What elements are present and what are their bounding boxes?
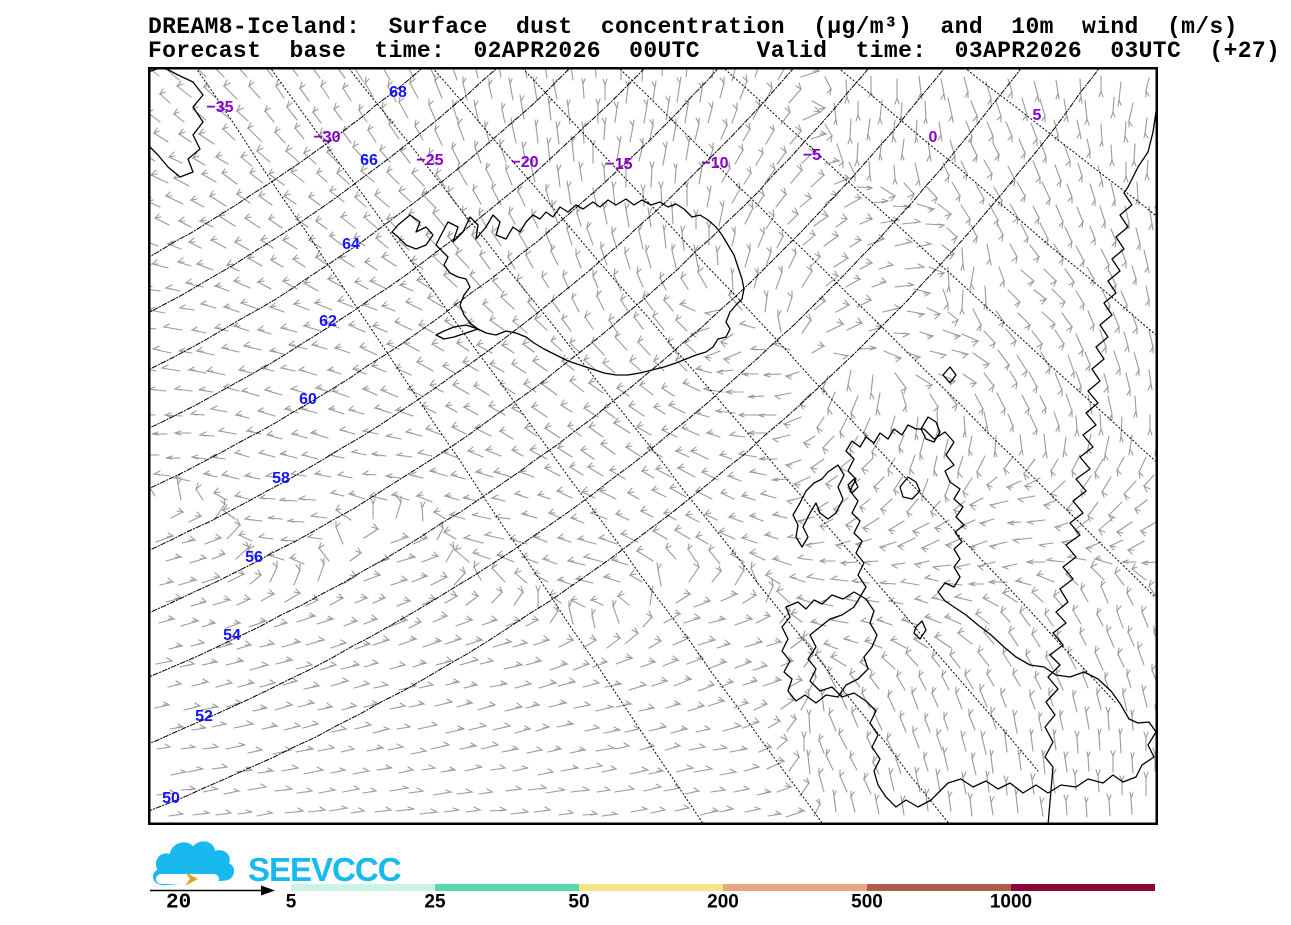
svg-text:5: 5 [286,892,297,913]
svg-text:5: 5 [1033,107,1042,124]
svg-text:60: 60 [299,391,317,408]
svg-text:−10: −10 [701,155,728,172]
svg-text:−30: −30 [313,129,340,146]
svg-text:52: 52 [195,708,213,725]
svg-text:50: 50 [162,790,180,807]
svg-text:25: 25 [424,892,446,913]
svg-text:−35: −35 [206,99,233,116]
svg-text:500: 500 [851,892,883,913]
svg-text:1000: 1000 [990,892,1032,913]
svg-text:−20: −20 [511,154,538,171]
svg-text:200: 200 [707,892,739,913]
svg-text:20: 20 [166,892,191,915]
svg-text:62: 62 [319,313,337,330]
svg-text:0: 0 [929,129,938,146]
svg-text:64: 64 [342,236,360,253]
svg-text:−5: −5 [803,147,821,164]
svg-text:54: 54 [223,627,241,644]
svg-text:66: 66 [360,152,378,169]
svg-text:−25: −25 [416,152,443,169]
svg-text:68: 68 [389,84,407,101]
svg-text:56: 56 [245,549,263,566]
svg-text:−15: −15 [605,156,632,173]
svg-text:50: 50 [568,892,589,913]
svg-text:58: 58 [272,470,290,487]
svg-text:SEEVCCC: SEEVCCC [248,851,401,888]
